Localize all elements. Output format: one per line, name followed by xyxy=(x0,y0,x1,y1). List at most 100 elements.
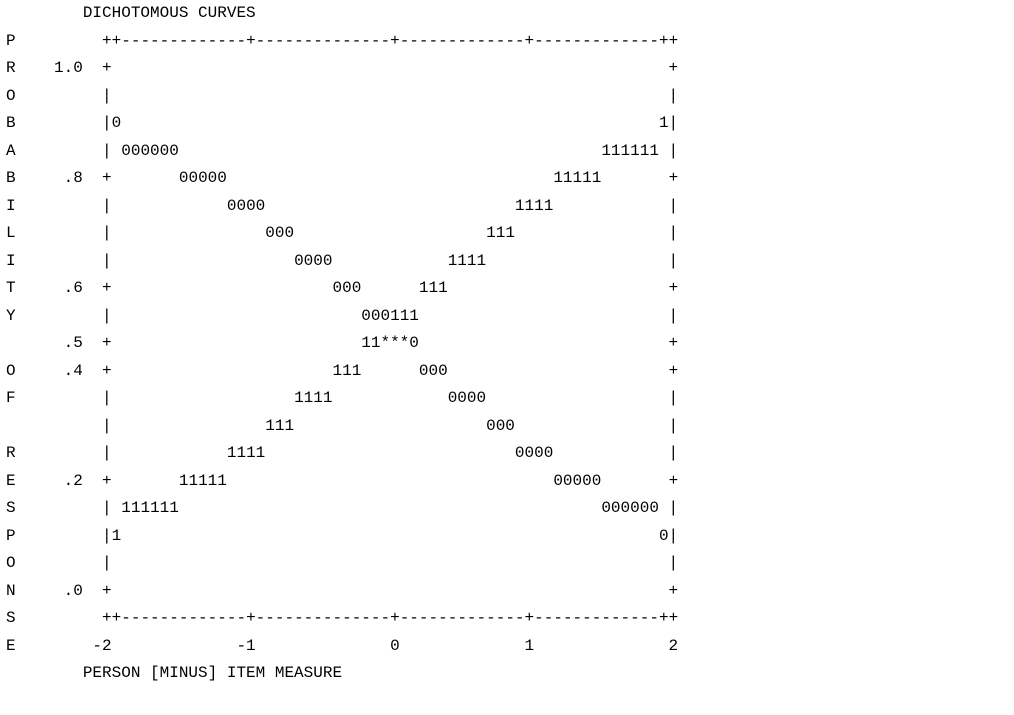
frame-border: | xyxy=(102,307,112,325)
blank xyxy=(361,362,419,380)
chart-line-24: PERSON [MINUS] ITEM MEASURE xyxy=(6,660,697,688)
x-tick-label: -2 xyxy=(92,637,111,655)
frame-corner: ++ xyxy=(102,609,121,627)
blank xyxy=(553,197,668,215)
chart-line-15: | 111 000 | xyxy=(6,413,697,441)
blank xyxy=(112,444,227,462)
blank xyxy=(112,334,362,352)
blank xyxy=(400,637,525,655)
frame-border: | xyxy=(669,527,679,545)
y-axis-label: O xyxy=(6,362,16,380)
blank xyxy=(112,307,362,325)
frame-border: | xyxy=(102,252,112,270)
curve-series-0: 0000 xyxy=(515,444,553,462)
curve-series-0: 000 xyxy=(265,224,294,242)
y-tick-mark: + xyxy=(102,169,112,187)
blank xyxy=(678,362,697,380)
blank xyxy=(534,637,668,655)
frame-border: ------------- xyxy=(121,32,246,50)
blank xyxy=(16,59,54,77)
blank xyxy=(16,114,102,132)
y-tick-mark: + xyxy=(102,472,112,490)
chart-line-12: .5 + 11***0 + xyxy=(6,330,697,358)
chart-line-21: N .0 + + xyxy=(6,578,697,606)
blank xyxy=(678,87,697,105)
frame-border: | xyxy=(102,197,112,215)
y-tick-label: .6 xyxy=(64,279,83,297)
x-tick-mark: + xyxy=(246,609,256,627)
curve-series-1: 111 xyxy=(390,307,419,325)
curve-series-0: 0000 xyxy=(294,252,332,270)
blank xyxy=(179,142,601,160)
blank xyxy=(486,389,668,407)
blank xyxy=(112,582,669,600)
blank xyxy=(678,444,697,462)
chart-line-14: F | 1111 0000 | xyxy=(6,385,697,413)
x-tick-mark: + xyxy=(525,32,535,50)
y-tick-label: 1.0 xyxy=(54,59,83,77)
blank xyxy=(678,279,697,297)
blank xyxy=(16,169,64,187)
blank xyxy=(678,417,697,435)
blank xyxy=(112,59,669,77)
y-axis-label: S xyxy=(6,609,16,627)
blank xyxy=(112,499,122,517)
chart-line-9: I | 0000 1111 | xyxy=(6,248,697,276)
curve-series-1: 1111 xyxy=(448,252,486,270)
x-tick-label: 1 xyxy=(525,637,535,655)
curve-series-0: 000 xyxy=(486,417,515,435)
blank xyxy=(515,224,669,242)
x-tick-label: 0 xyxy=(390,637,400,655)
curve-series-0: 00000 xyxy=(553,472,601,490)
dichotomous-curves-chart: DICHOTOMOUS CURVES P ++-------------+---… xyxy=(6,0,697,715)
curve-series-1: 111111 xyxy=(121,499,179,517)
blank xyxy=(419,307,669,325)
x-tick-mark: + xyxy=(390,609,400,627)
y-tick-mark: + xyxy=(102,279,112,297)
blank xyxy=(448,279,669,297)
chart-line-1: P ++-------------+--------------+-------… xyxy=(6,28,697,56)
blank xyxy=(83,582,102,600)
y-axis-label: R xyxy=(6,444,16,462)
frame-border: | xyxy=(669,197,679,215)
y-tick-mark: + xyxy=(669,59,679,77)
blank xyxy=(16,582,64,600)
blank xyxy=(678,59,697,77)
frame-corner: ++ xyxy=(659,609,678,627)
chart-line-23: E -2 -1 0 1 2 xyxy=(6,633,697,661)
blank xyxy=(678,224,697,242)
frame-border: | xyxy=(102,224,112,242)
chart-line-5: A | 000000 111111 | xyxy=(6,138,697,166)
blank xyxy=(678,252,697,270)
blank xyxy=(448,362,669,380)
curve-series-0: 0 xyxy=(409,334,419,352)
blank xyxy=(16,527,102,545)
chart-line-18: S | 111111 000000 | xyxy=(6,495,697,523)
y-tick-mark: + xyxy=(669,472,679,490)
frame-border: | xyxy=(102,417,112,435)
frame-border: | xyxy=(669,252,679,270)
y-tick-mark: + xyxy=(102,334,112,352)
y-tick-mark: + xyxy=(669,334,679,352)
blank xyxy=(678,609,697,627)
y-axis-label: F xyxy=(6,389,16,407)
blank xyxy=(294,417,486,435)
blank xyxy=(112,224,266,242)
blank xyxy=(83,362,102,380)
chart-line-19: P |1 0| xyxy=(6,523,697,551)
blank xyxy=(678,582,697,600)
curve-series-1: 111 xyxy=(486,224,515,242)
curve-series-0: 000000 xyxy=(121,142,179,160)
blank xyxy=(83,472,102,490)
blank xyxy=(265,444,515,462)
frame-border: | xyxy=(669,499,679,517)
blank xyxy=(112,142,122,160)
blank xyxy=(6,417,102,435)
blank xyxy=(256,4,698,22)
frame-border: ------------- xyxy=(400,32,525,50)
y-axis-label: T xyxy=(6,279,16,297)
frame-corner: ++ xyxy=(102,32,121,50)
blank xyxy=(83,169,102,187)
blank xyxy=(678,114,697,132)
blank xyxy=(294,224,486,242)
